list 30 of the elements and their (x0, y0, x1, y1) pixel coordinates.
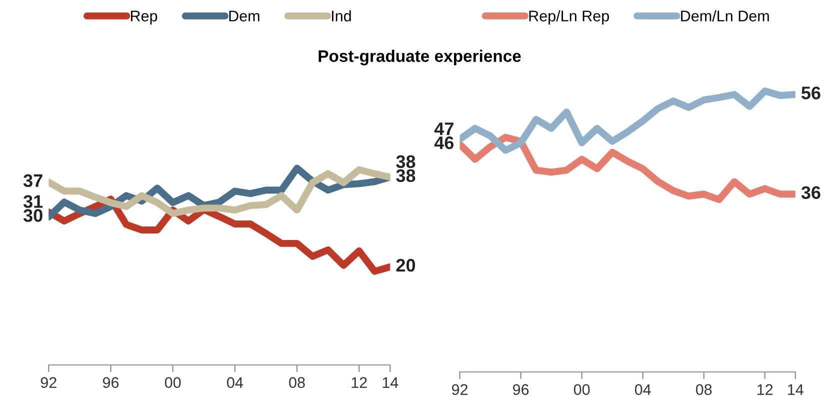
legend-label: Dem/Ln Dem (681, 10, 769, 22)
chart-title: Post-graduate experience (318, 50, 521, 66)
x-tick-label: 96 (513, 384, 529, 395)
data-label: 47 (434, 122, 454, 135)
data-label: 37 (23, 174, 42, 188)
legend-label: Dem (229, 10, 260, 22)
x-tick-label: 92 (40, 377, 56, 388)
data-label: 38 (396, 169, 416, 182)
data-label: 38 (396, 155, 416, 168)
legend-label: Rep (131, 10, 158, 24)
x-tick-label: 12 (352, 377, 367, 388)
x-tick-label: 00 (574, 384, 590, 395)
legend-label: Rep/Ln Rep (529, 10, 609, 24)
data-label: 31 (23, 195, 43, 208)
data-label: 46 (434, 136, 454, 150)
legend-label: Ind (332, 10, 351, 22)
x-tick-label: 14 (788, 384, 804, 395)
x-tick-label: 08 (696, 384, 712, 395)
data-label: 20 (396, 258, 416, 272)
x-tick-label: 96 (102, 377, 119, 388)
x-tick-label: 04 (227, 377, 243, 388)
x-tick-label: 92 (452, 384, 468, 395)
x-tick-label: 14 (382, 377, 398, 388)
x-tick-label: 08 (289, 377, 305, 388)
x-tick-label: 00 (164, 377, 181, 388)
data-label: 36 (801, 186, 820, 199)
x-tick-label: 12 (758, 384, 773, 395)
x-tick-label: 04 (634, 384, 651, 395)
data-label: 56 (801, 86, 820, 100)
data-label: 30 (23, 209, 42, 222)
